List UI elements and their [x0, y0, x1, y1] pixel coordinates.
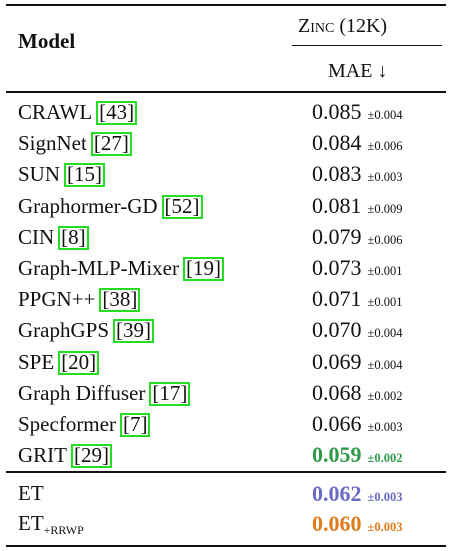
top-rule [6, 4, 446, 6]
mae-value: 0.085 [312, 99, 362, 124]
model-label: CRAWL [18, 100, 93, 124]
model-name: PPGN++ [38] [18, 287, 141, 313]
citation: [29] [71, 444, 112, 469]
model-label: GraphGPS [18, 318, 110, 343]
mae-cell: 0.079 ±0.006 [312, 223, 403, 249]
mae-value: 0.084 [312, 130, 362, 156]
mae-std: ±0.003 [367, 490, 403, 504]
mae-cell: 0.084 ±0.006 [312, 132, 403, 154]
mae-value: 0.060 [312, 511, 362, 536]
mae-std: ±0.004 [367, 357, 403, 372]
mae-cell: 0.059 ±0.002 [312, 444, 403, 466]
mae-value: 0.068 [312, 379, 362, 405]
citation: [19] [182, 257, 224, 281]
model-name: SignNet [27] [18, 131, 132, 157]
mae-value: 0.079 [312, 223, 362, 249]
mae-std: ±0.002 [367, 451, 403, 466]
model-name: Graphormer-GD [52] [18, 193, 203, 219]
citation: [43] [96, 101, 138, 125]
citation: [39] [113, 319, 155, 344]
mae-value: 0.066 [312, 411, 362, 436]
mae-cell: 0.069 ±0.004 [312, 348, 403, 374]
model-label: SPE [18, 349, 55, 374]
model-name: Specformer [7] [18, 412, 151, 437]
citation: [15] [64, 163, 106, 188]
mae-std: ±0.009 [367, 201, 403, 216]
model-name: GRIT [29] [18, 443, 112, 469]
model-label: SignNet [18, 131, 87, 156]
mid-rule [6, 91, 446, 93]
model-label: GRIT [18, 443, 67, 468]
citation: [27] [90, 132, 132, 157]
model-label: Graph-MLP-Mixer [18, 256, 179, 280]
ours-rule [6, 471, 446, 473]
mae-value: 0.083 [312, 161, 362, 187]
mae-cell: 0.060 ±0.003 [312, 513, 403, 535]
model-label: PPGN++ [18, 287, 96, 312]
model-header: Model [18, 29, 76, 53]
mae-cell: 0.081 ±0.009 [312, 192, 403, 218]
citation: [20] [58, 350, 100, 375]
mae-std: ±0.003 [367, 170, 403, 185]
mae-cell: 0.085 ±0.004 [312, 101, 403, 123]
mae-std: ±0.003 [367, 520, 403, 534]
citation: [8] [58, 225, 89, 250]
bottom-rule [6, 545, 446, 547]
model-name: SPE [20] [18, 349, 100, 375]
model-label: Specformer [18, 412, 116, 436]
model-name: Graph-MLP-Mixer [19] [18, 257, 224, 281]
model-name: CRAWL [43] [18, 100, 138, 125]
mae-value: 0.070 [312, 317, 362, 343]
mae-cell: 0.066 ±0.003 [312, 413, 403, 435]
mae-cell: 0.083 ±0.003 [312, 163, 403, 185]
model-name: GraphGPS [39] [18, 318, 155, 344]
model-label: Graphormer-GD [18, 193, 158, 218]
mae-value: 0.081 [312, 192, 362, 218]
model-label: ET [18, 511, 44, 535]
mae-cell: 0.070 ±0.004 [312, 319, 403, 341]
citation: [7] [119, 413, 151, 437]
mae-value: 0.062 [312, 481, 362, 506]
model-label: ET [18, 481, 44, 505]
mae-std: ±0.004 [367, 108, 403, 122]
metric-header: MAE ↓ [328, 60, 388, 82]
mae-cell: 0.068 ±0.002 [312, 379, 403, 405]
dataset-header: Zinc (12K) [298, 15, 388, 37]
model-name: CIN [8] [18, 224, 89, 250]
model-name: ET [18, 483, 44, 504]
mae-value: 0.071 [312, 286, 362, 312]
mae-value: 0.073 [312, 255, 362, 280]
model-subscript: +RRWP [43, 523, 84, 537]
mae-std: ±0.002 [367, 388, 403, 403]
mae-cell: 0.073 ±0.001 [312, 257, 403, 279]
mae-std: ±0.001 [367, 264, 403, 278]
citation: [52] [161, 194, 203, 219]
mae-cell: 0.062 ±0.003 [312, 483, 403, 505]
model-label: SUN [18, 162, 61, 187]
mae-value: 0.059 [312, 442, 362, 468]
mae-std: ±0.006 [367, 139, 403, 154]
model-name: ET+RRWP [18, 511, 84, 537]
model-label: CIN [18, 224, 55, 249]
model-name: Graph Diffuser [17] [18, 380, 191, 406]
header-rule [292, 45, 442, 46]
mae-value: 0.069 [312, 348, 362, 374]
mae-cell: 0.071 ±0.001 [312, 288, 403, 310]
mae-std: ±0.001 [367, 295, 403, 310]
mae-std: ±0.003 [367, 420, 403, 434]
mae-std: ±0.004 [367, 326, 403, 341]
citation: [38] [99, 288, 141, 313]
mae-std: ±0.006 [367, 232, 403, 247]
model-name: SUN [15] [18, 162, 106, 188]
model-label: Graph Diffuser [18, 380, 146, 405]
citation: [17] [149, 381, 191, 406]
